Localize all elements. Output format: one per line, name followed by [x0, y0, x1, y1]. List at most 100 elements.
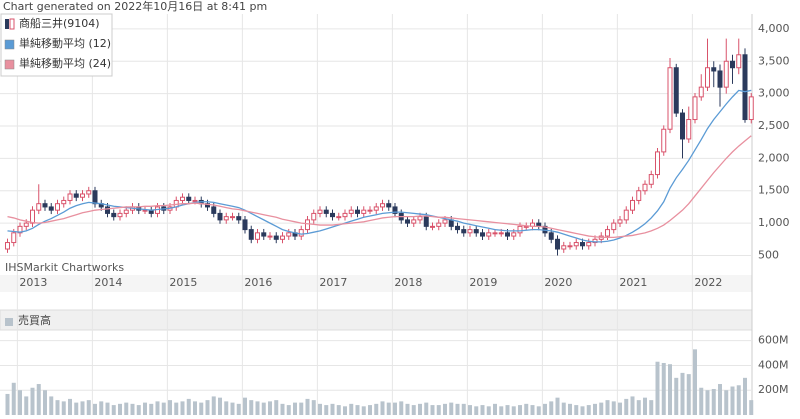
candle-body — [492, 232, 498, 235]
candle-body — [473, 229, 479, 234]
volume-bar — [636, 400, 641, 415]
volume-bar — [24, 396, 29, 415]
volume-bar — [711, 388, 716, 415]
candle-body — [355, 209, 360, 214]
volume-bar — [218, 397, 222, 415]
volume-bar — [74, 402, 79, 415]
candle-body — [48, 206, 54, 211]
volume-bar — [186, 398, 191, 415]
candle-body — [5, 242, 10, 250]
volume-bar — [311, 400, 316, 415]
candle-body — [92, 190, 98, 205]
candle-body — [330, 212, 335, 218]
candle-body — [23, 222, 29, 227]
volume-bar — [11, 382, 16, 415]
moving-average-line — [7, 135, 752, 239]
volume-bar — [593, 403, 597, 415]
candle-body — [548, 232, 554, 240]
y-tick-label: 500 — [758, 248, 779, 261]
volume-bar — [511, 406, 516, 415]
volume-bar — [730, 386, 735, 415]
volume-bar — [149, 403, 154, 415]
volume-bar — [224, 401, 229, 415]
volume-bar — [630, 396, 635, 415]
candle-body — [580, 242, 585, 247]
candle-body — [511, 232, 517, 237]
volume-bar — [393, 402, 397, 415]
candle-body — [698, 86, 704, 98]
volume-bar — [461, 403, 466, 415]
x-tick-label: 2019 — [469, 276, 497, 289]
volume-bar — [36, 384, 41, 415]
volume-bar — [136, 405, 141, 415]
volume-bar — [318, 403, 322, 415]
candle-body — [361, 209, 367, 214]
candle-body — [261, 232, 267, 237]
candle-body — [11, 232, 17, 244]
candle-body — [336, 216, 342, 219]
volume-bar — [649, 400, 654, 415]
candle-body — [442, 219, 448, 224]
volume-bar — [430, 405, 435, 415]
candle-body — [86, 190, 92, 195]
volume-bar — [705, 390, 710, 415]
y-tick-label: 2,500 — [758, 119, 790, 132]
candle-body — [405, 219, 410, 224]
x-tick-label: 2015 — [169, 276, 197, 289]
volume-bar — [693, 349, 697, 415]
volume-bar — [324, 405, 329, 415]
candle-body — [186, 196, 192, 201]
candle-body — [411, 219, 417, 224]
volume-bar — [499, 406, 504, 415]
candle-body — [736, 54, 742, 69]
volume-bar — [474, 406, 479, 415]
candle-body — [680, 112, 685, 140]
candle-body — [117, 212, 123, 218]
candle-body — [617, 219, 623, 224]
candle-body — [386, 203, 392, 208]
x-tick-label: 2022 — [694, 276, 722, 289]
candle-body — [111, 212, 117, 218]
legend-icon — [9, 18, 15, 30]
candle-body — [461, 229, 467, 234]
candle-body — [367, 209, 373, 212]
candle-body — [648, 174, 654, 185]
volume-bar — [574, 405, 579, 415]
candle-body — [298, 229, 304, 237]
candle-body — [642, 183, 648, 192]
candle-body — [217, 212, 223, 221]
volume-bar — [293, 402, 297, 415]
volume-bar — [543, 403, 547, 415]
volume-bar — [80, 401, 85, 415]
volume-bar — [749, 400, 754, 415]
volume-bar — [193, 401, 197, 415]
volume-bar — [586, 405, 591, 415]
volume-bar — [493, 403, 497, 415]
candle-body — [42, 203, 48, 208]
volume-bar — [605, 400, 610, 415]
candle-body — [392, 206, 398, 214]
volume-legend-icon — [5, 318, 13, 326]
candle-body — [517, 225, 523, 234]
volume-bar — [699, 387, 704, 415]
candle-body — [655, 151, 660, 176]
volume-bar — [718, 384, 722, 415]
volume-bar — [468, 405, 472, 415]
volume-bar — [305, 398, 310, 415]
candle-body — [211, 206, 217, 214]
x-tick-label: 2020 — [544, 276, 572, 289]
candle-body — [567, 245, 573, 248]
candle-body — [61, 199, 67, 205]
volume-bar — [368, 405, 372, 415]
legend-icon — [4, 39, 15, 50]
volume-bar — [118, 403, 122, 415]
volume-bar — [743, 377, 747, 415]
candle-body — [455, 225, 460, 231]
volume-bar — [43, 390, 47, 415]
volume-bar — [568, 403, 572, 415]
y-tick-label: 1,500 — [758, 184, 790, 197]
volume-bar — [336, 405, 341, 415]
volume-bar — [524, 403, 529, 415]
candle-body — [36, 203, 42, 211]
volume-bar — [86, 400, 91, 415]
